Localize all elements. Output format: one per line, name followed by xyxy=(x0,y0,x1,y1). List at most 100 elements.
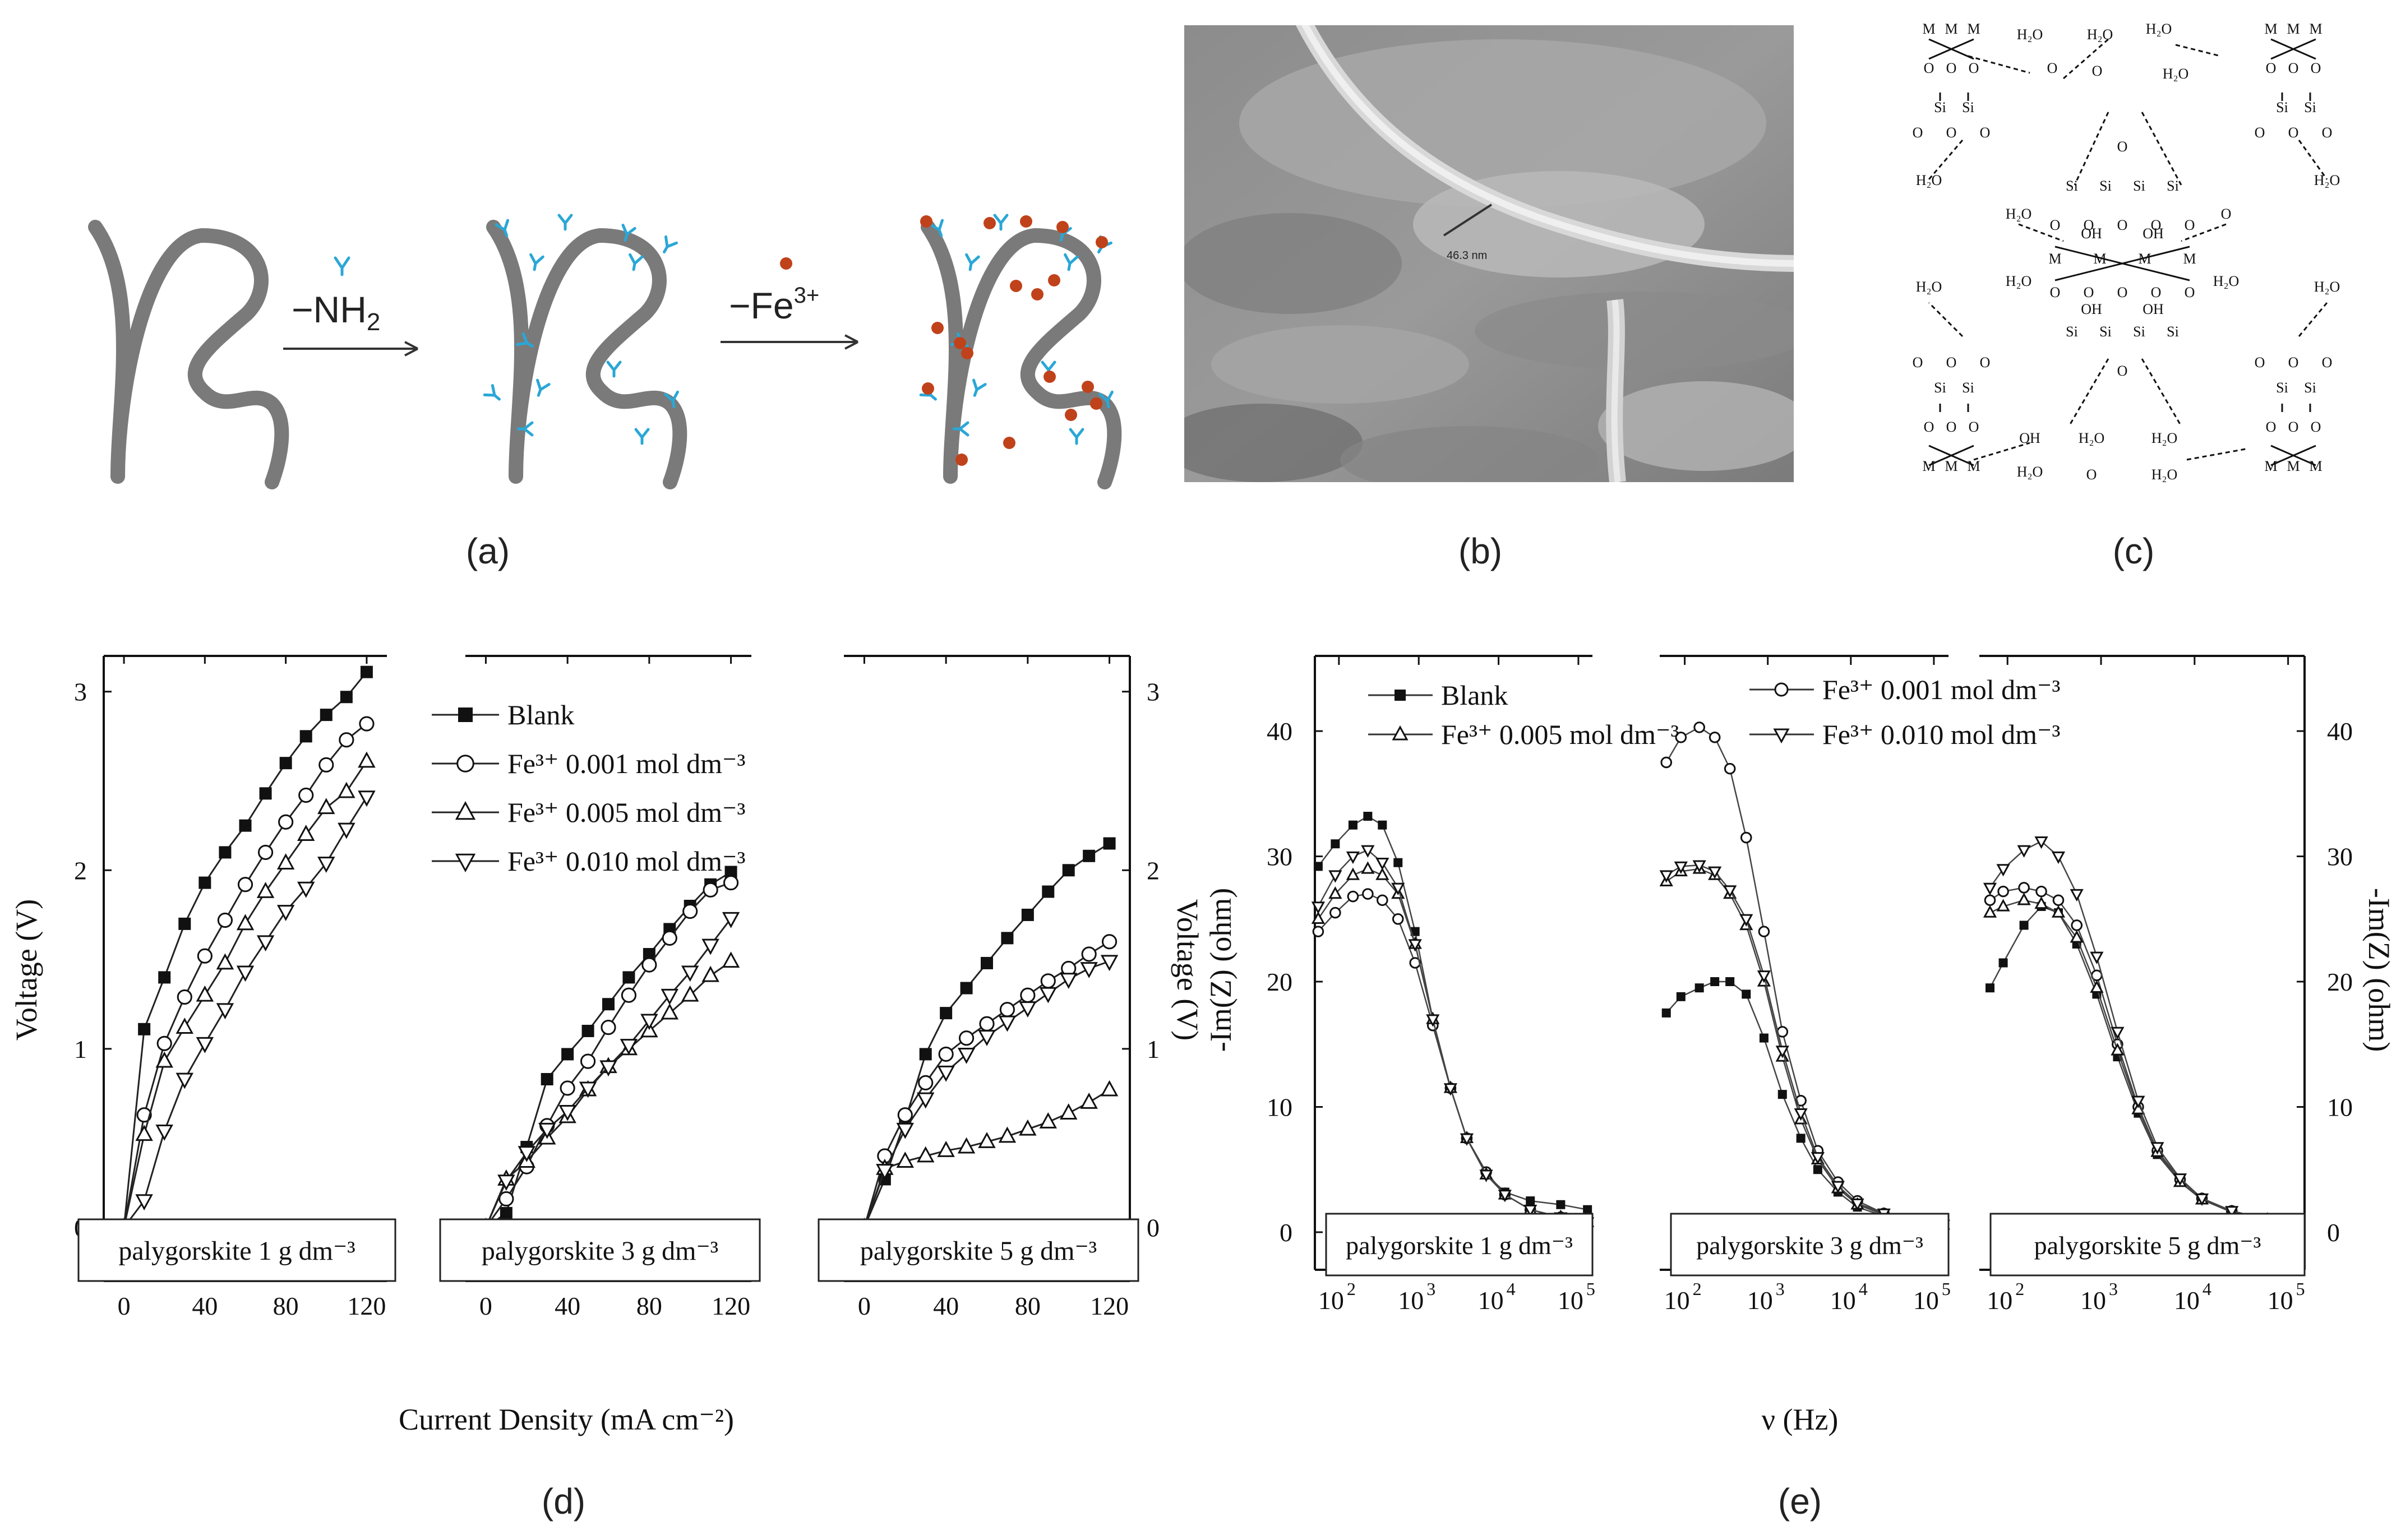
data-point-circle-open xyxy=(257,844,274,861)
structure-atom-label: M xyxy=(2264,458,2277,474)
data-point-square-filled xyxy=(138,1023,151,1035)
structure-bond xyxy=(2063,38,2109,80)
y-tick-label: 20 xyxy=(2327,968,2353,996)
structure-atom-label: O xyxy=(1980,124,1991,141)
data-point-triangle-down-open xyxy=(176,1072,194,1089)
data-point-square-filled xyxy=(1410,927,1420,936)
structure-atom-label: O xyxy=(1946,419,1957,435)
subplot-label-box xyxy=(818,1218,1139,1282)
data-point-triangle-down-open xyxy=(518,1146,536,1163)
data-point-triangle-down-open xyxy=(1674,861,1688,874)
x-tick-exponent: 5 xyxy=(2296,1279,2305,1299)
panel-label-c: (c) xyxy=(2113,531,2155,571)
data-point-triangle-down-open xyxy=(1498,1190,1512,1203)
amine-group-icon xyxy=(965,253,980,271)
x-tick-label: 10 xyxy=(2174,1286,2200,1315)
data-point-square-filled xyxy=(158,971,171,984)
amine-group-icon xyxy=(663,235,678,254)
data-point-circle-open xyxy=(1329,907,1341,919)
data-point-square-filled xyxy=(2019,921,2029,930)
data-point-triangle-up-open xyxy=(1996,899,2010,912)
y-tick-label: 1 xyxy=(1147,1035,1160,1063)
data-point-triangle-down-open xyxy=(497,1174,515,1191)
data-point-circle-open xyxy=(1724,762,1736,775)
data-point-square-filled xyxy=(561,1048,574,1061)
data-point-square-filled xyxy=(1001,932,1014,945)
data-point-square-filled xyxy=(1103,837,1116,850)
data-point-square-filled xyxy=(198,876,211,889)
data-point-triangle-down-open xyxy=(1996,864,2010,877)
amine-group-icon xyxy=(529,253,544,271)
data-point-triangle-down-open xyxy=(1692,860,1706,873)
data-point-triangle-up-open xyxy=(1080,1092,1098,1109)
data-point-triangle-down-open xyxy=(1739,914,1753,927)
structure-atom-label: O xyxy=(2311,60,2321,76)
data-point-square-filled xyxy=(1661,1008,1671,1018)
data-point-square-filled xyxy=(340,691,353,704)
data-point-triangle-up-open xyxy=(2034,896,2048,909)
iron-ion-icon xyxy=(780,257,792,270)
structure-atom-label: H₂O xyxy=(2006,206,2032,222)
iron-ion-icon xyxy=(1096,236,1108,248)
data-point-triangle-down-open xyxy=(1375,858,1389,871)
x-tick-exponent: 5 xyxy=(1942,1279,1951,1299)
structure-atom-label: Si xyxy=(2066,323,2078,340)
structure-atom-label: H₂O xyxy=(2017,464,2043,480)
data-point-triangle-up-open xyxy=(681,985,699,1002)
palygorskite-structure: M M MO O OSi SiO O OM M MO O OSi SiO O OM M MO O OSi SiO O OM… xyxy=(1913,21,2340,483)
data-point-triangle-down-open xyxy=(358,790,376,807)
structure-atom-label: M xyxy=(2264,21,2277,37)
x-axis-title: ν (Hz) xyxy=(1762,1403,1839,1436)
data-point-triangle-down-open xyxy=(1328,870,1342,883)
structure-bond xyxy=(2270,445,2316,466)
data-point-circle-open xyxy=(958,1030,975,1046)
data-point-triangle-up-open xyxy=(2070,930,2084,943)
structure-atom-label: M xyxy=(2309,21,2322,37)
data-point-triangle-up-open xyxy=(236,914,255,931)
data-point-square-filled xyxy=(279,757,292,770)
iron-label: −Fe3+ xyxy=(729,283,819,326)
data-point-circle-open xyxy=(2071,919,2083,931)
structure-atom-label: M xyxy=(1922,21,1935,37)
data-point-triangle-up-open xyxy=(1059,1103,1078,1120)
structure-atom-label: Si xyxy=(2099,323,2112,340)
data-point-circle-open xyxy=(1984,894,1996,907)
x-tick-exponent: 2 xyxy=(1347,1279,1356,1299)
x-tick-label: 40 xyxy=(555,1292,580,1320)
structure-atom-label: O xyxy=(2050,284,2061,300)
data-point-triangle-up-open xyxy=(1039,1112,1058,1129)
data-point-triangle-down-open xyxy=(1811,1152,1825,1165)
data-point-triangle-up-open xyxy=(196,985,214,1002)
data-point-triangle-down-open xyxy=(317,857,335,873)
y-axis-title-right: Voltage (V) xyxy=(1171,899,1204,1040)
data-point-circle-open xyxy=(1392,913,1404,925)
structure-atom-label: H₂O xyxy=(2314,172,2340,188)
x-tick-label: 0 xyxy=(118,1292,131,1320)
iron-ion-icon xyxy=(1010,280,1022,292)
y-axis-title-right: -Im(Z) (ohm) xyxy=(2362,888,2396,1052)
x-tick-label: 10 xyxy=(1398,1286,1424,1315)
data-point-triangle-down-open xyxy=(1479,1169,1493,1182)
structure-atom-label: O xyxy=(1924,419,1934,435)
data-point-square-filled xyxy=(1556,1200,1566,1209)
data-point-triangle-down-open xyxy=(455,853,476,873)
data-point-triangle-up-open xyxy=(176,1018,194,1034)
data-point-square-filled xyxy=(1694,983,1704,993)
data-point-triangle-down-open xyxy=(2034,836,2048,849)
structure-atom-label: Si xyxy=(1962,380,1974,396)
structure-atom-label: Si xyxy=(2167,178,2179,194)
data-point-triangle-down-open xyxy=(1080,962,1098,978)
structure-atom-label: M xyxy=(1922,458,1935,474)
data-point-triangle-down-open xyxy=(1723,885,1737,898)
data-point-square-filled xyxy=(458,707,473,722)
data-point-triangle-up-open xyxy=(155,1051,173,1068)
subplot-label: palygorskite 1 g dm⁻³ xyxy=(1346,1231,1573,1260)
data-point-square-filled xyxy=(1796,1134,1806,1143)
structure-atom-label: O xyxy=(2288,124,2299,141)
subplot-label-box xyxy=(1670,1213,1950,1277)
data-point-circle-open xyxy=(601,1020,616,1035)
structure-atom-label: H₂O xyxy=(1916,172,1942,188)
data-point-triangle-down-open xyxy=(558,1104,576,1121)
voltage-subplot: 0 1 2 3 0 40 80 120 palygorskite 5 g dm⁻³ xyxy=(818,655,1160,1320)
